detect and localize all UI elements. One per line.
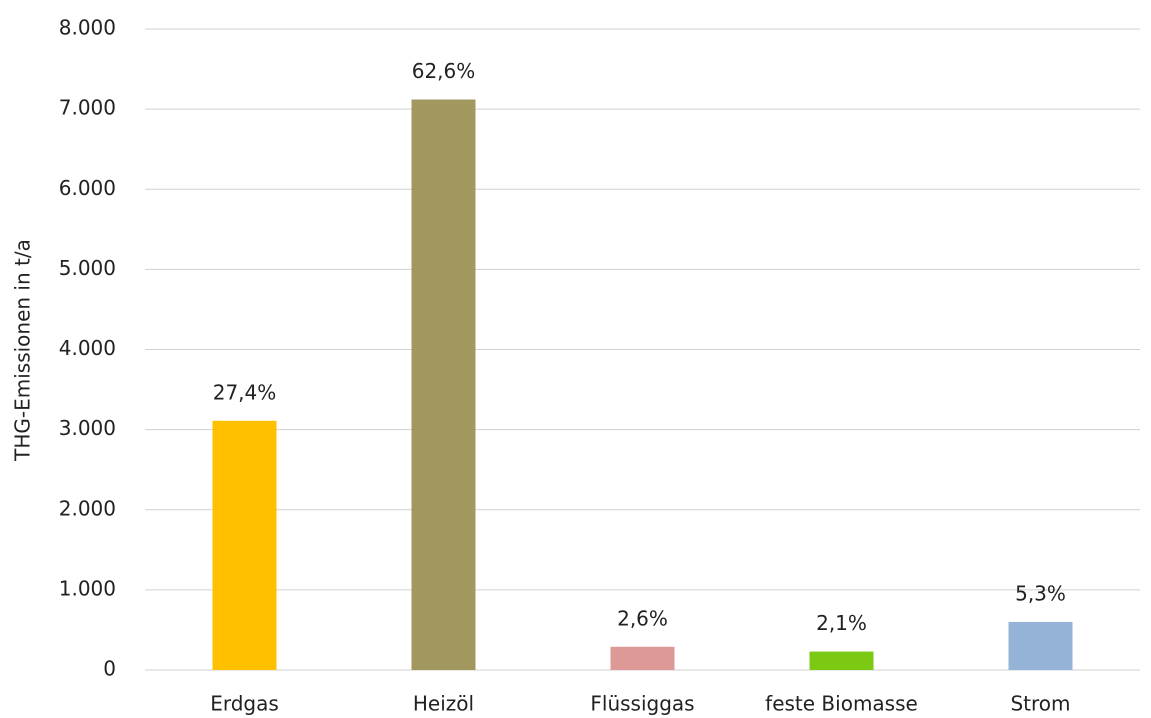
x-tick-label: Heizöl bbox=[413, 692, 474, 716]
x-tick-label: Strom bbox=[1010, 692, 1070, 716]
y-tick-label: 1.000 bbox=[59, 576, 116, 600]
bar bbox=[411, 99, 476, 670]
bar bbox=[1008, 621, 1073, 670]
x-tick-label: feste Biomasse bbox=[765, 692, 918, 716]
x-tick-label: Flüssiggas bbox=[590, 692, 694, 716]
y-axis-label: THG-Emissionen in t/a bbox=[11, 239, 35, 462]
y-tick-label: 5.000 bbox=[59, 256, 116, 280]
y-tick-label: 3.000 bbox=[59, 416, 116, 440]
data-label: 27,4% bbox=[213, 380, 277, 404]
x-tick-label: Erdgas bbox=[210, 692, 279, 716]
y-tick-label: 8.000 bbox=[59, 16, 116, 40]
y-tick-label: 0 bbox=[103, 657, 116, 681]
data-label: 5,3% bbox=[1015, 581, 1066, 605]
data-label: 2,6% bbox=[617, 606, 668, 630]
y-tick-label: 4.000 bbox=[59, 336, 116, 360]
y-tick-label: 7.000 bbox=[59, 96, 116, 120]
bar bbox=[212, 420, 277, 670]
data-label: 2,1% bbox=[816, 611, 867, 635]
data-label: 62,6% bbox=[412, 59, 476, 83]
y-tick-label: 2.000 bbox=[59, 496, 116, 520]
y-tick-label: 6.000 bbox=[59, 176, 116, 200]
bar bbox=[809, 651, 874, 670]
bar bbox=[610, 646, 675, 670]
